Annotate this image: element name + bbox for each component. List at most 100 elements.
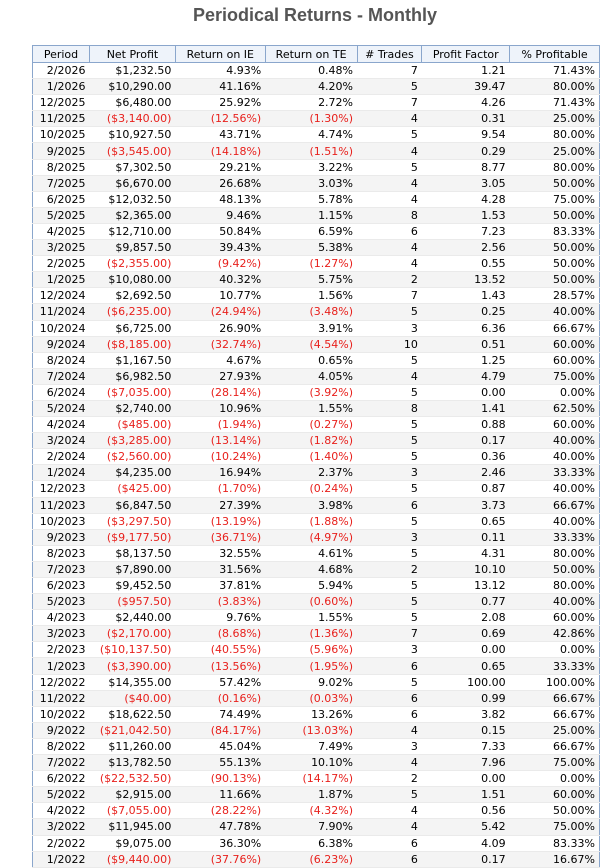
cell-period: 1/2022 xyxy=(32,851,90,868)
cell-profit-factor: 0.31 xyxy=(421,110,510,128)
cell-profit-factor: 10.10 xyxy=(421,561,510,579)
table-row: 7/2024 $6,982.50 27.93% 4.05% 4 4.79 75.00% xyxy=(32,368,600,385)
cell-period: 4/2025 xyxy=(32,223,90,241)
cell-return-on-te: 9.02% xyxy=(265,674,358,691)
cell-net-profit: ($3,297.50) xyxy=(89,513,176,530)
cell-return-on-te: (1.27%) xyxy=(265,255,358,273)
cell-trades: 7 xyxy=(357,287,422,305)
cell-period: 12/2025 xyxy=(32,94,90,112)
table-row: 5/2023 ($957.50) (3.83%) (0.60%) 5 0.77 40.00% xyxy=(32,593,600,611)
cell-return-on-te: (5.96%) xyxy=(265,641,358,659)
cell-return-on-ie: 9.76% xyxy=(175,609,266,627)
column-header-trades[interactable]: # Trades xyxy=(356,45,423,63)
cell-net-profit: $7,890.00 xyxy=(89,561,176,579)
cell-profit-factor: 0.00 xyxy=(421,384,510,401)
cell-trades: 3 xyxy=(357,529,422,546)
cell-return-on-te: 10.10% xyxy=(265,754,358,772)
cell-return-on-ie: (3.83%) xyxy=(175,593,266,611)
table-row: 2/2025 ($2,355.00) (9.42%) (1.27%) 4 0.55 50.0… xyxy=(32,255,600,273)
cell-pct-profitable: 66.67% xyxy=(509,706,600,723)
cell-profit-factor: 8.77 xyxy=(421,159,510,176)
cell-trades: 3 xyxy=(357,738,422,756)
cell-net-profit: $18,622.50 xyxy=(89,706,176,723)
cell-period: 9/2023 xyxy=(32,529,90,546)
cell-profit-factor: 1.51 xyxy=(421,786,510,804)
table-row: 4/2024 ($485.00) (1.94%) (0.27%) 5 0.88 60.00% xyxy=(32,416,600,434)
cell-net-profit: $6,670.00 xyxy=(89,175,176,192)
cell-trades: 5 xyxy=(357,480,422,498)
cell-profit-factor: 0.25 xyxy=(421,303,510,321)
column-header-return-on-te[interactable]: Return on TE xyxy=(264,45,358,63)
cell-trades: 6 xyxy=(357,706,422,723)
table-row: 6/2023 $9,452.50 37.81% 5.94% 5 13.12 80.00% xyxy=(32,577,600,595)
cell-return-on-te: 1.15% xyxy=(265,207,358,224)
cell-pct-profitable: 50.00% xyxy=(509,239,600,257)
cell-trades: 5 xyxy=(357,78,422,96)
cell-return-on-te: 2.72% xyxy=(265,94,358,112)
column-header-period[interactable]: Period xyxy=(32,45,90,63)
table-row: 12/2022 $14,355.00 57.42% 9.02% 5 100.00 100.0… xyxy=(32,674,600,691)
cell-trades: 4 xyxy=(357,255,422,273)
column-header-net-profit[interactable]: Net Profit xyxy=(88,45,176,63)
cell-return-on-te: (3.92%) xyxy=(265,384,358,401)
cell-net-profit: $10,080.00 xyxy=(89,271,176,289)
cell-return-on-te: (1.51%) xyxy=(265,142,358,160)
cell-return-on-te: (3.48%) xyxy=(265,303,358,321)
cell-profit-factor: 1.53 xyxy=(421,207,510,224)
table-row: 10/2025 $10,927.50 43.71% 4.74% 5 9.54 80.00% xyxy=(32,126,600,144)
table-row: 10/2022 $18,622.50 74.49% 13.26% 6 3.82 66.67% xyxy=(32,706,600,723)
cell-return-on-ie: 25.92% xyxy=(175,94,266,112)
column-header-profit-factor[interactable]: Profit Factor xyxy=(421,45,511,63)
cell-net-profit: ($8,185.00) xyxy=(89,336,176,353)
cell-net-profit: $2,692.50 xyxy=(89,287,176,305)
cell-pct-profitable: 33.33% xyxy=(509,529,600,546)
cell-pct-profitable: 25.00% xyxy=(509,110,600,128)
cell-profit-factor: 0.51 xyxy=(421,336,510,353)
cell-trades: 4 xyxy=(357,722,422,739)
cell-return-on-ie: (84.17%) xyxy=(175,722,266,739)
cell-return-on-ie: 31.56% xyxy=(175,561,266,579)
cell-trades: 3 xyxy=(357,320,422,337)
cell-return-on-ie: (37.76%) xyxy=(175,851,266,868)
cell-period: 10/2025 xyxy=(32,126,90,144)
cell-return-on-te: 4.74% xyxy=(265,126,358,144)
cell-period: 6/2023 xyxy=(32,577,90,595)
cell-net-profit: $2,740.00 xyxy=(89,400,176,418)
cell-return-on-ie: 74.49% xyxy=(175,706,266,723)
cell-return-on-ie: 55.13% xyxy=(175,754,266,772)
cell-trades: 5 xyxy=(357,352,422,369)
cell-pct-profitable: 28.57% xyxy=(509,287,600,305)
cell-trades: 8 xyxy=(357,207,422,224)
cell-return-on-ie: 27.93% xyxy=(175,368,266,385)
cell-trades: 6 xyxy=(357,690,422,707)
cell-return-on-te: 3.22% xyxy=(265,159,358,176)
column-header-pct-profitable[interactable]: % Profitable xyxy=(509,45,600,63)
cell-profit-factor: 0.00 xyxy=(421,770,510,788)
cell-return-on-ie: 10.77% xyxy=(175,287,266,305)
cell-net-profit: $9,452.50 xyxy=(89,577,176,595)
cell-period: 11/2023 xyxy=(32,497,90,514)
cell-profit-factor: 0.17 xyxy=(421,851,510,868)
cell-period: 1/2026 xyxy=(32,78,90,96)
cell-period: 1/2025 xyxy=(32,271,90,289)
cell-trades: 7 xyxy=(357,94,422,112)
cell-net-profit: $2,440.00 xyxy=(89,609,176,627)
cell-period: 8/2023 xyxy=(32,545,90,562)
cell-period: 10/2024 xyxy=(32,320,90,337)
cell-pct-profitable: 80.00% xyxy=(509,577,600,595)
cell-return-on-te: 13.26% xyxy=(265,706,358,723)
cell-trades: 5 xyxy=(357,609,422,627)
cell-net-profit: ($22,532.50) xyxy=(89,770,176,788)
cell-period: 7/2022 xyxy=(32,754,90,772)
cell-period: 9/2025 xyxy=(32,142,90,160)
cell-net-profit: $12,032.50 xyxy=(89,191,176,208)
cell-period: 8/2022 xyxy=(32,738,90,756)
cell-profit-factor: 0.36 xyxy=(421,448,510,466)
cell-period: 11/2025 xyxy=(32,110,90,128)
cell-net-profit: $6,725.00 xyxy=(89,320,176,337)
cell-trades: 4 xyxy=(357,175,422,192)
column-header-return-on-ie[interactable]: Return on IE xyxy=(174,45,266,63)
cell-pct-profitable: 80.00% xyxy=(509,78,600,96)
table-row: 4/2022 ($7,055.00) (28.22%) (4.32%) 4 0.56 50.… xyxy=(32,802,600,820)
cell-return-on-te: 6.38% xyxy=(265,835,358,852)
